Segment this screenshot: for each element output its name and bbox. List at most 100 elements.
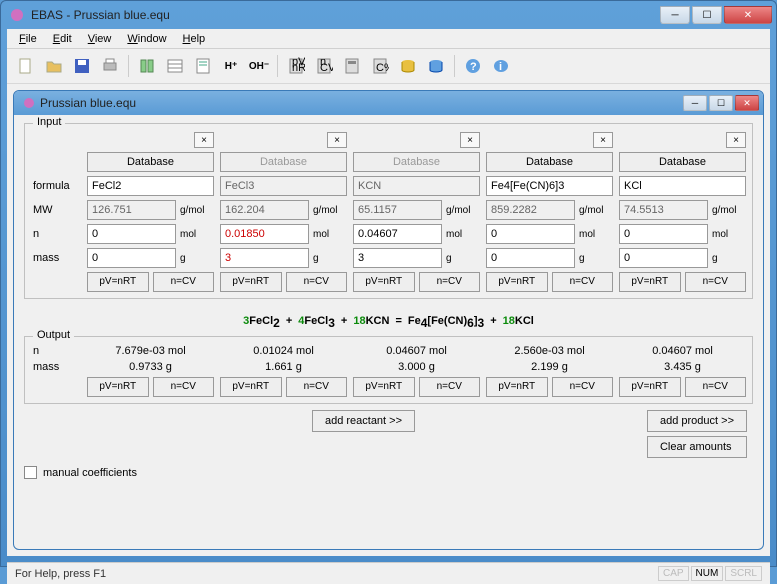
database-button-0[interactable]: Database: [87, 152, 214, 172]
formula-input-3[interactable]: Fe4[Fe(CN)6]3: [486, 176, 613, 196]
calc1-icon[interactable]: pVnRT: [283, 53, 309, 79]
menu-view[interactable]: View: [80, 31, 120, 47]
close-button[interactable]: ✕: [724, 6, 772, 24]
ncv-out-3[interactable]: n=CV: [552, 377, 614, 397]
h-plus-icon[interactable]: H⁺: [218, 53, 244, 79]
pvnrt-out-4[interactable]: pV=nRT: [619, 377, 681, 397]
svg-text:CV: CV: [320, 62, 333, 74]
mw-input-3: 859.2282: [486, 200, 575, 220]
ncv-out-0[interactable]: n=CV: [153, 377, 215, 397]
db2-icon[interactable]: [423, 53, 449, 79]
manual-coef-label: manual coefficients: [43, 467, 137, 479]
mw-input-2: 65.1157: [353, 200, 442, 220]
pvnrt-in-4[interactable]: pV=nRT: [619, 272, 681, 292]
mass-input-3[interactable]: 0: [486, 248, 575, 268]
out-mass-2: 3.000 g: [353, 361, 480, 373]
formula-input-1[interactable]: FeCl3: [220, 176, 347, 196]
mass-input-4[interactable]: 0: [619, 248, 708, 268]
out-n-1: 0.01024 mol: [220, 345, 347, 357]
ncv-in-1[interactable]: n=CV: [286, 272, 348, 292]
formula-label: formula: [31, 180, 81, 192]
child-close-button[interactable]: ✕: [735, 95, 759, 111]
out-n-3: 2.560e-03 mol: [486, 345, 613, 357]
out-n-4: 0.04607 mol: [619, 345, 746, 357]
mass-input-0[interactable]: 0: [87, 248, 176, 268]
statusbar: For Help, press F1 CAP NUM SCRL: [7, 562, 770, 584]
menu-window[interactable]: Window: [119, 31, 174, 47]
pvnrt-out-1[interactable]: pV=nRT: [220, 377, 282, 397]
formula-input-0[interactable]: FeCl2: [87, 176, 214, 196]
new-file-icon[interactable]: [13, 53, 39, 79]
ncv-in-0[interactable]: n=CV: [153, 272, 215, 292]
add-product-button[interactable]: add product >>: [647, 410, 747, 432]
ncv-in-2[interactable]: n=CV: [419, 272, 481, 292]
mw-input-1: 162.204: [220, 200, 309, 220]
mass-input-1[interactable]: 3: [220, 248, 309, 268]
maximize-button[interactable]: ☐: [692, 6, 722, 24]
add-reactant-button[interactable]: add reactant >>: [312, 410, 415, 432]
app-icon: [9, 7, 25, 23]
mw-input-4: 74.5513: [619, 200, 708, 220]
menu-edit[interactable]: Edit: [45, 31, 80, 47]
help-icon[interactable]: ?: [460, 53, 486, 79]
close-col-1[interactable]: ×: [327, 132, 347, 148]
child-minimize-button[interactable]: ─: [683, 95, 707, 111]
pvnrt-out-3[interactable]: pV=nRT: [486, 377, 548, 397]
doc-icon: [22, 96, 36, 110]
mass-input-2[interactable]: 3: [353, 248, 442, 268]
info-icon[interactable]: i: [488, 53, 514, 79]
child-titlebar[interactable]: Prussian blue.equ ─ ☐ ✕: [14, 91, 763, 115]
save-icon[interactable]: [69, 53, 95, 79]
database-button-4[interactable]: Database: [619, 152, 746, 172]
out-mass-3: 2.199 g: [486, 361, 613, 373]
calc3-icon[interactable]: [339, 53, 365, 79]
menu-file[interactable]: File: [11, 31, 45, 47]
clear-amounts-button[interactable]: Clear amounts: [647, 436, 747, 458]
grid1-icon[interactable]: [134, 53, 160, 79]
n-input-2[interactable]: 0.04607: [353, 224, 442, 244]
oh-minus-icon[interactable]: OH⁻: [246, 53, 272, 79]
svg-text:nRT: nRT: [292, 62, 305, 74]
n-input-3[interactable]: 0: [486, 224, 575, 244]
grid2-icon[interactable]: [162, 53, 188, 79]
pvnrt-in-2[interactable]: pV=nRT: [353, 272, 415, 292]
sheet-icon[interactable]: [190, 53, 216, 79]
db1-icon[interactable]: [395, 53, 421, 79]
ncv-out-1[interactable]: n=CV: [286, 377, 348, 397]
manual-coef-checkbox[interactable]: [24, 466, 37, 479]
mass-label: mass: [31, 252, 81, 264]
ncv-in-4[interactable]: n=CV: [685, 272, 747, 292]
window-title: EBAS - Prussian blue.equ: [31, 8, 660, 22]
pvnrt-in-3[interactable]: pV=nRT: [486, 272, 548, 292]
child-maximize-button[interactable]: ☐: [709, 95, 733, 111]
ncv-out-4[interactable]: n=CV: [685, 377, 747, 397]
print-icon[interactable]: [97, 53, 123, 79]
menu-help[interactable]: Help: [175, 31, 214, 47]
open-file-icon[interactable]: [41, 53, 67, 79]
svg-text:i: i: [499, 61, 502, 73]
ncv-out-2[interactable]: n=CV: [419, 377, 481, 397]
pvnrt-in-0[interactable]: pV=nRT: [87, 272, 149, 292]
svg-text:C%: C%: [376, 62, 389, 74]
input-fieldset: Input ×××××DatabaseDatabaseDatabaseDatab…: [24, 123, 753, 299]
database-button-3[interactable]: Database: [486, 152, 613, 172]
calc2-icon[interactable]: nCV: [311, 53, 337, 79]
n-input-0[interactable]: 0: [87, 224, 176, 244]
pvnrt-out-0[interactable]: pV=nRT: [87, 377, 149, 397]
pvnrt-in-1[interactable]: pV=nRT: [220, 272, 282, 292]
formula-input-4[interactable]: KCl: [619, 176, 746, 196]
ncv-in-3[interactable]: n=CV: [552, 272, 614, 292]
close-col-3[interactable]: ×: [593, 132, 613, 148]
close-col-4[interactable]: ×: [726, 132, 746, 148]
mw-label: MW: [31, 204, 81, 216]
formula-input-2[interactable]: KCN: [353, 176, 480, 196]
out-mass-1: 1.661 g: [220, 361, 347, 373]
titlebar[interactable]: EBAS - Prussian blue.equ ─ ☐ ✕: [1, 1, 776, 29]
close-col-2[interactable]: ×: [460, 132, 480, 148]
n-input-1[interactable]: 0.01850: [220, 224, 309, 244]
pvnrt-out-2[interactable]: pV=nRT: [353, 377, 415, 397]
n-input-4[interactable]: 0: [619, 224, 708, 244]
minimize-button[interactable]: ─: [660, 6, 690, 24]
close-col-0[interactable]: ×: [194, 132, 214, 148]
calc4-icon[interactable]: C%: [367, 53, 393, 79]
